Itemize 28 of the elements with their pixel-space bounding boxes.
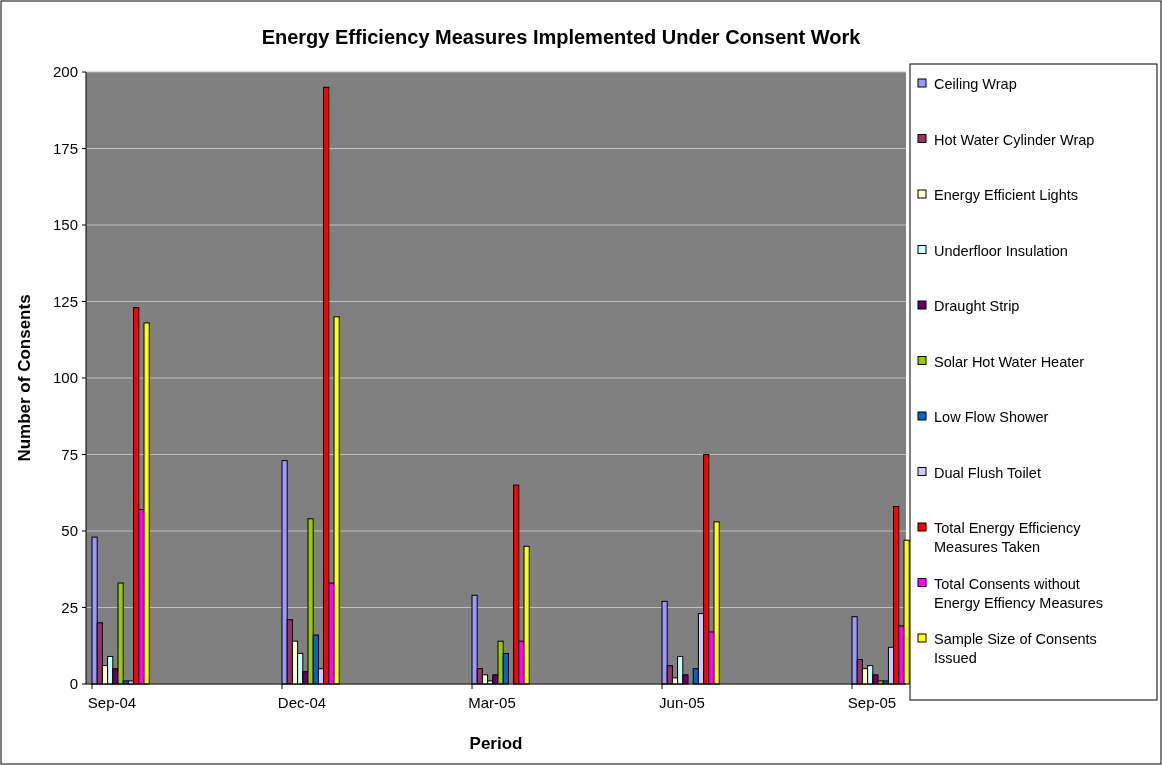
x-tick-label: Mar-05 xyxy=(468,694,516,711)
x-tick-label: Dec-04 xyxy=(277,694,327,711)
chart-title: Energy Efficiency Measures Implemented Under Consent Work xyxy=(261,26,862,48)
y-tick-label: 125 xyxy=(52,292,78,310)
legend-label: Ceiling Wrap xyxy=(934,76,1017,93)
x-tick-label: Jun-05 xyxy=(659,694,705,711)
x-tick-label: Sep-05 xyxy=(847,694,897,711)
legend-label: Total Consents without Energy Effiency Measures xyxy=(934,575,1103,611)
y-tick-label: 150 xyxy=(52,216,78,234)
y-tick-label: 175 xyxy=(52,139,78,157)
legend-label: Low Flow Shower xyxy=(934,409,1049,426)
legend-label: Energy Efficient Lights xyxy=(934,187,1079,204)
x-axis-title: Period xyxy=(469,734,523,753)
legend-label: Underfloor Insulation xyxy=(934,242,1068,259)
y-tick-label: 0 xyxy=(69,675,78,693)
legend-label: Total Energy Efficiency Measures Taken xyxy=(934,520,1082,556)
legend-label: Dual Flush Toilet xyxy=(934,464,1041,481)
y-tick-label: 25 xyxy=(61,598,78,616)
legend-label: Draught Strip xyxy=(934,298,1020,315)
legend-label: Solar Hot Water Heater xyxy=(934,353,1085,370)
y-axis-title: Number of Consents xyxy=(15,294,34,462)
y-tick-label: 200 xyxy=(52,63,78,81)
y-tick-label: 100 xyxy=(52,369,78,387)
y-tick-label: 75 xyxy=(61,445,78,463)
y-tick-label: 50 xyxy=(61,522,78,540)
x-tick-label: Sep-04 xyxy=(87,694,137,711)
legend-label: Sample Size of Consents Issued xyxy=(934,631,1097,667)
legend-label: Hot Water Cylinder Wrap xyxy=(934,131,1095,148)
